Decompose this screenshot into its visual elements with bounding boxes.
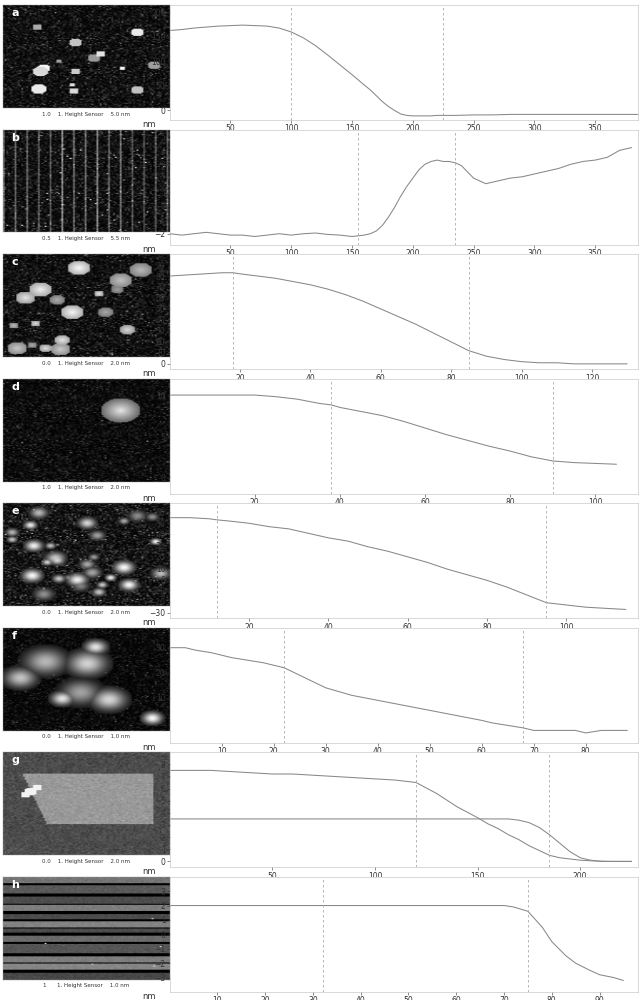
Text: b: b	[12, 133, 19, 143]
Text: h: h	[12, 880, 19, 890]
Text: c: c	[12, 257, 18, 267]
Text: 0.0    1. Height Sensor    1.0 nm: 0.0 1. Height Sensor 1.0 nm	[42, 734, 130, 739]
Y-axis label: nm: nm	[142, 992, 156, 1000]
Text: f: f	[12, 631, 17, 641]
Text: 0.0    1. Height Sensor    2.0 nm: 0.0 1. Height Sensor 2.0 nm	[42, 361, 130, 366]
Text: d: d	[12, 382, 19, 392]
Text: 1.0    1. Height Sensor    2.0 nm: 1.0 1. Height Sensor 2.0 nm	[42, 485, 130, 490]
Text: 1      1. Height Sensor    1.0 nm: 1 1. Height Sensor 1.0 nm	[43, 983, 130, 988]
Text: 1.0    1. Height Sensor    5.0 nm: 1.0 1. Height Sensor 5.0 nm	[42, 112, 130, 117]
Y-axis label: nm: nm	[142, 245, 156, 254]
Y-axis label: nm: nm	[142, 369, 156, 378]
Text: a: a	[12, 8, 19, 18]
Y-axis label: nm: nm	[142, 494, 156, 503]
Y-axis label: nm: nm	[142, 743, 156, 752]
Y-axis label: nm: nm	[142, 867, 156, 876]
Text: 0.0    1. Height Sensor    2.0 nm: 0.0 1. Height Sensor 2.0 nm	[42, 610, 130, 615]
Text: 0.5    1. Height Sensor    5.5 nm: 0.5 1. Height Sensor 5.5 nm	[42, 236, 130, 241]
Y-axis label: nm: nm	[142, 120, 156, 129]
Y-axis label: nm: nm	[142, 618, 156, 627]
Text: 0.0    1. Height Sensor    2.0 nm: 0.0 1. Height Sensor 2.0 nm	[42, 859, 130, 864]
Text: g: g	[12, 755, 19, 765]
Text: e: e	[12, 506, 19, 516]
